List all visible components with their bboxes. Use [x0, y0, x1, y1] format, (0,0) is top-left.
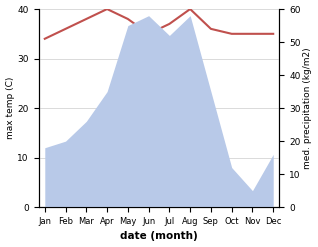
X-axis label: date (month): date (month) [120, 231, 198, 242]
Y-axis label: med. precipitation (kg/m2): med. precipitation (kg/m2) [303, 47, 313, 169]
Y-axis label: max temp (C): max temp (C) [5, 77, 15, 139]
